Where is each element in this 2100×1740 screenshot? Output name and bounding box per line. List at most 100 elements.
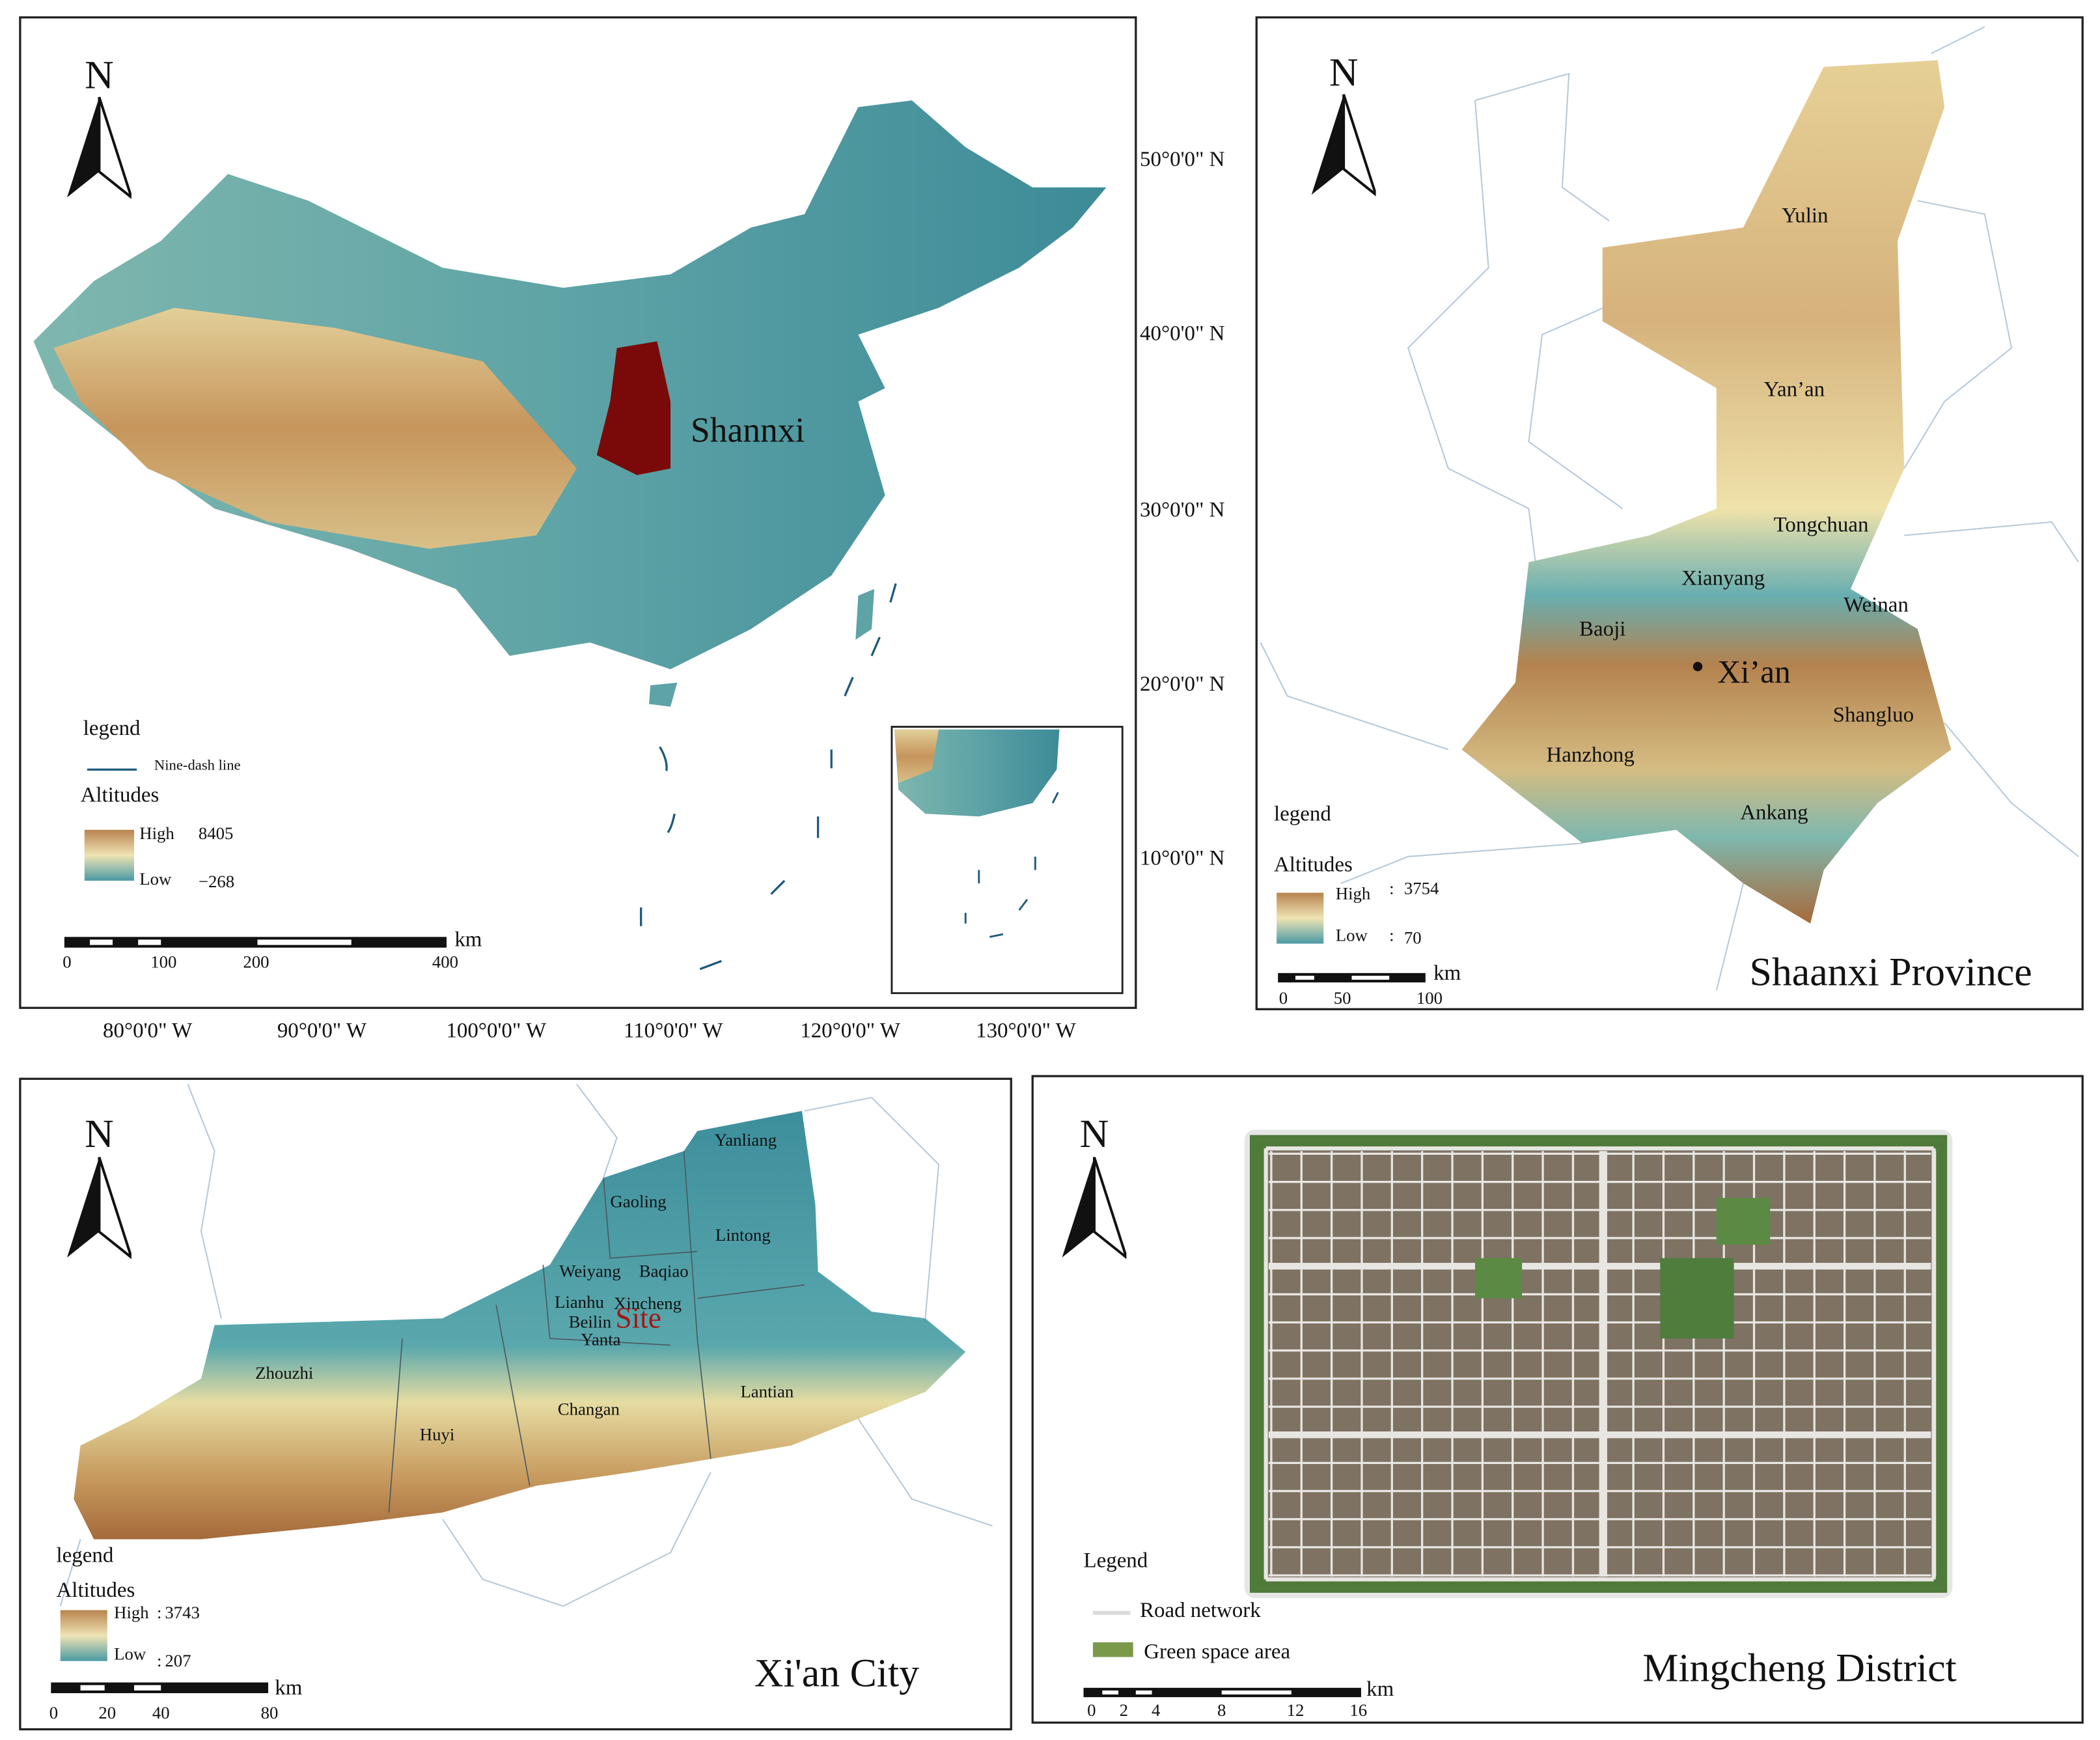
legend-ramp bbox=[60, 1610, 107, 1661]
district-labels: Yanliang Gaoling Lintong Weiyang Baqiao … bbox=[255, 1130, 794, 1444]
scale-tick: 8 bbox=[1217, 1700, 1226, 1720]
lat-label: 20°0'0" N bbox=[1140, 672, 1225, 696]
legend-separator: : bbox=[1389, 925, 1394, 945]
scale-unit: km bbox=[275, 1676, 302, 1700]
city-labels: Yulin Yan’an Tongchuan Xianyang Weinan B… bbox=[1547, 204, 1914, 824]
inset-dash bbox=[964, 792, 1059, 938]
boundary-lines bbox=[1260, 26, 2079, 991]
xian-city bbox=[74, 1111, 966, 1540]
site-label: Site bbox=[615, 1302, 661, 1334]
scale-tick: 16 bbox=[1349, 1700, 1367, 1720]
province-label: Shannxi bbox=[691, 411, 805, 450]
lon-labels: 80°0'0" W 90°0'0" W 100°0'0" W 110°0'0" … bbox=[103, 1019, 1076, 1043]
legend-ramp-title: Altitudes bbox=[81, 784, 159, 807]
city-label: Xianyang bbox=[1681, 567, 1765, 590]
legend-ramp bbox=[84, 829, 135, 881]
scale-ticks: 0 100 200 400 bbox=[62, 952, 458, 972]
lon-label: 90°0'0" W bbox=[277, 1019, 366, 1043]
legend-low: Low bbox=[114, 1644, 146, 1664]
scale-tick: 400 bbox=[432, 952, 458, 972]
legend-separator: : bbox=[1389, 879, 1394, 898]
green-space bbox=[1716, 1198, 1771, 1245]
scale-tick: 0 bbox=[1279, 988, 1288, 1008]
lat-label: 40°0'0" N bbox=[1140, 322, 1225, 345]
scale-tick: 40 bbox=[152, 1703, 170, 1722]
scale-bar bbox=[1278, 973, 1426, 983]
north-label: N bbox=[1080, 1112, 1109, 1156]
panel-title: Mingcheng District bbox=[1642, 1646, 1956, 1691]
legend-high: High bbox=[114, 1603, 149, 1622]
district-label: Lianhu bbox=[555, 1292, 604, 1312]
scale-tick: 2 bbox=[1120, 1700, 1128, 1720]
scale-tick: 4 bbox=[1152, 1700, 1160, 1720]
district-label: Changan bbox=[558, 1399, 620, 1418]
city-label: Yulin bbox=[1782, 204, 1828, 227]
lon-label: 110°0'0" W bbox=[624, 1019, 723, 1043]
scale-tick: 12 bbox=[1287, 1700, 1305, 1720]
legend-title: legend bbox=[83, 717, 141, 740]
city-label: Hanzhong bbox=[1547, 743, 1635, 767]
scale-tick: 20 bbox=[98, 1703, 116, 1722]
scale-bar bbox=[64, 937, 447, 948]
district-label: Zhouzhi bbox=[255, 1363, 313, 1383]
legend-ramp-title: Altitudes bbox=[57, 1579, 135, 1602]
district-label: Huyi bbox=[420, 1424, 455, 1444]
city-label: Shangluo bbox=[1833, 703, 1914, 726]
lat-label: 50°0'0" N bbox=[1140, 148, 1225, 171]
scale-tick: 50 bbox=[1334, 988, 1351, 1008]
district-label: Xincheng bbox=[614, 1293, 682, 1313]
scale-tick: 200 bbox=[243, 952, 269, 972]
lon-label: 100°0'0" W bbox=[446, 1019, 546, 1043]
city-label: Weinan bbox=[1844, 594, 1909, 617]
inset-terrain bbox=[894, 729, 939, 783]
north-label: N bbox=[1329, 51, 1359, 95]
scale-bar bbox=[51, 1682, 269, 1694]
legend-low-value: −268 bbox=[199, 872, 234, 891]
legend-low: Low bbox=[139, 869, 172, 889]
district-label: Baqiao bbox=[639, 1262, 689, 1281]
scale-ticks: 0 50 100 bbox=[1279, 988, 1443, 1008]
scale-tick: 0 bbox=[49, 1703, 58, 1722]
district-label: Yanliang bbox=[715, 1130, 777, 1150]
scale-tick: 0 bbox=[1087, 1700, 1096, 1720]
district-label: Lintong bbox=[715, 1225, 771, 1245]
shaanxi-province bbox=[1461, 60, 1952, 924]
district-label: Gaoling bbox=[610, 1192, 666, 1211]
legend-high-value: 8405 bbox=[199, 823, 234, 843]
lon-label: 120°0'0" W bbox=[800, 1019, 900, 1043]
city-label: Baoji bbox=[1579, 618, 1625, 641]
panel-shaanxi bbox=[1255, 16, 2084, 1010]
shannxi-highlight bbox=[596, 341, 671, 475]
scale-unit: km bbox=[1366, 1678, 1394, 1701]
capital-label: Xi’an bbox=[1717, 654, 1791, 690]
legend-title: legend bbox=[1274, 802, 1331, 825]
legend-title: Legend bbox=[1084, 1549, 1148, 1573]
north-label: N bbox=[85, 1112, 114, 1156]
scale-unit: km bbox=[1433, 961, 1461, 985]
nine-dash-line bbox=[640, 583, 897, 971]
scale-unit: km bbox=[454, 928, 482, 952]
green-space bbox=[1660, 1258, 1734, 1339]
district-label: Yanta bbox=[581, 1329, 620, 1349]
scale-tick: 100 bbox=[150, 952, 176, 972]
taiwan bbox=[855, 588, 875, 640]
legend-high: High bbox=[1336, 884, 1371, 904]
inset-landmass bbox=[894, 729, 1060, 817]
district-label: Lantian bbox=[740, 1382, 794, 1402]
green-space bbox=[1475, 1258, 1523, 1299]
capital-dot bbox=[1692, 661, 1703, 672]
legend-high: High bbox=[139, 823, 174, 843]
boundary-lines bbox=[59, 1083, 993, 1607]
road-network bbox=[1264, 1146, 1937, 1582]
legend-ramp-title: Altitudes bbox=[1274, 853, 1353, 877]
lat-label: 30°0'0" N bbox=[1140, 499, 1225, 522]
legend-ramp bbox=[1277, 892, 1324, 944]
city-label: Tongchuan bbox=[1774, 513, 1869, 536]
legend-title: legend bbox=[57, 1544, 114, 1567]
city-label: Ankang bbox=[1740, 801, 1808, 824]
north-label: N bbox=[85, 53, 114, 98]
district-label: Beilin bbox=[569, 1312, 611, 1332]
legend-green-label: Green space area bbox=[1144, 1640, 1290, 1664]
district-boundaries bbox=[388, 1151, 805, 1513]
lon-label: 80°0'0" W bbox=[103, 1019, 192, 1043]
